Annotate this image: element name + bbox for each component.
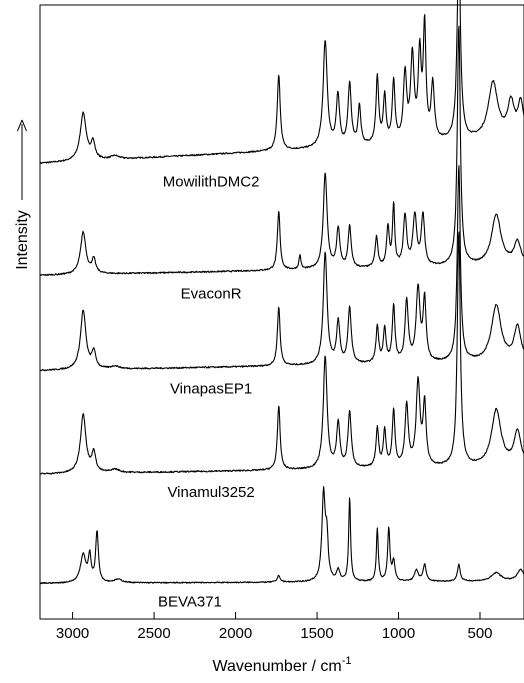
series-label-MowilithDMC2: MowilithDMC2 (163, 173, 260, 190)
spectrum-line-Vinamul3252 (39, 231, 524, 475)
series-label-BEVA371: BEVA371 (158, 593, 222, 610)
x-tick-label-3000: 3000 (56, 625, 89, 642)
x-axis-title: Wavenumber / cm-1 (213, 655, 352, 675)
spectrum-line-BEVA371 (39, 485, 524, 585)
spectrum-line-VinapasEP1 (39, 165, 524, 372)
series-label-VinapasEP1: VinapasEP1 (170, 381, 252, 398)
x-tick-label-2500: 2500 (137, 625, 170, 642)
y-axis-title-group: Intensity (14, 119, 31, 270)
spectrum-line-EvaconR (39, 25, 524, 276)
series-label-Vinamul3252: Vinamul3252 (167, 484, 254, 501)
x-axis-title-superscript: -1 (342, 655, 352, 667)
spectra-series: MowilithDMC2 EvaconR VinapasEP1 Vinamul3252… (39, 0, 524, 610)
plot-area-frame (39, 4, 524, 620)
x-tick-label-2000: 2000 (219, 625, 252, 642)
y-axis-title: Intensity (14, 210, 31, 270)
x-tick-label-500: 500 (467, 625, 492, 642)
spectrum-line-MowilithDMC2 (39, 0, 524, 164)
x-tick-label-1500: 1500 (300, 625, 333, 642)
x-tick-label-1000: 1000 (382, 625, 415, 642)
x-axis-ticks: 3000 2500 2000 1500 1000 500 (56, 612, 493, 642)
y-axis-arrow-head (17, 119, 27, 132)
series-label-EvaconR: EvaconR (181, 285, 242, 302)
